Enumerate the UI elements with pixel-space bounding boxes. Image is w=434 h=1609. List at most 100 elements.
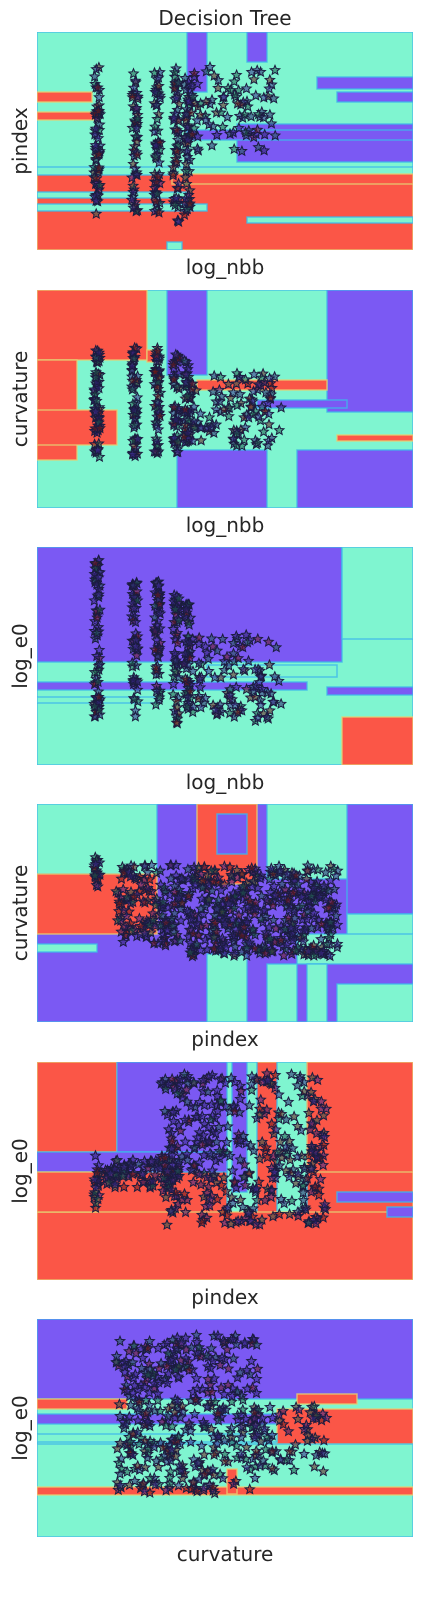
data-point-star (127, 67, 140, 79)
data-point-star (249, 89, 262, 101)
data-point-star (235, 1420, 248, 1433)
data-point-star (196, 1138, 209, 1150)
data-point-star (245, 1078, 258, 1090)
data-point-star (117, 904, 131, 916)
region-boundary (37, 1413, 413, 1425)
data-point-star (266, 1210, 279, 1222)
data-point-star (108, 1162, 121, 1175)
data-point-star (240, 942, 253, 954)
data-point-star (166, 1158, 179, 1171)
plot-area (37, 290, 413, 508)
data-point-star (139, 1461, 152, 1473)
data-point-star (166, 1149, 179, 1161)
data-point-star (317, 1465, 330, 1477)
data-point-star (172, 1479, 185, 1491)
data-point-star (253, 1459, 266, 1471)
data-point-star (250, 1386, 263, 1399)
data-point-star (188, 70, 201, 83)
data-point-star (186, 377, 199, 389)
data-point-star (215, 390, 228, 402)
data-point-star (304, 1123, 317, 1135)
data-point-star (201, 1085, 214, 1098)
data-point-star (169, 665, 182, 677)
data-point-star (265, 687, 278, 699)
data-point-star (258, 904, 271, 916)
data-point-star (214, 106, 227, 118)
data-point-star (265, 1117, 278, 1129)
data-point-star (192, 656, 205, 669)
data-point-star (251, 123, 264, 136)
subplot-6: curvature log_e0 (0, 1319, 434, 1583)
data-point-star (150, 195, 163, 207)
data-point-star (89, 1149, 102, 1161)
data-point-star (266, 1411, 279, 1424)
data-point-star (299, 1203, 312, 1215)
data-point-star (124, 1435, 137, 1448)
data-point-star (317, 1434, 330, 1446)
data-point-star (287, 1463, 300, 1476)
data-point-star (234, 1366, 247, 1378)
data-point-star (266, 899, 279, 911)
data-point-star (317, 1138, 330, 1151)
data-point-star (240, 683, 253, 695)
data-point-star (192, 692, 205, 705)
data-point-star (181, 863, 194, 875)
data-point-star (290, 869, 303, 881)
data-point-star (177, 657, 190, 670)
data-point-star (150, 98, 163, 111)
decision-region (337, 92, 413, 102)
data-point-star (130, 101, 143, 114)
data-point-star (130, 1347, 143, 1359)
x-axis-label: curvature (176, 1542, 274, 1566)
data-point-star (131, 1402, 144, 1414)
data-point-star (213, 1144, 226, 1157)
data-point-star (182, 188, 195, 201)
region-boundary (266, 963, 298, 1022)
data-point-star (179, 1205, 192, 1218)
data-point-star (126, 1168, 139, 1180)
data-point-star (231, 706, 244, 718)
data-point-star (228, 710, 241, 723)
data-point-star (331, 937, 344, 950)
data-point-star (258, 1422, 271, 1434)
data-point-star (308, 907, 321, 919)
data-point-star (247, 1144, 260, 1156)
data-point-star (167, 1114, 180, 1127)
region-boundary (37, 1319, 413, 1400)
data-point-star (238, 1336, 251, 1348)
data-point-star (168, 647, 181, 659)
data-point-star (152, 423, 165, 435)
data-point-star (261, 397, 274, 409)
data-point-star (306, 1071, 319, 1083)
data-point-star (287, 934, 300, 946)
data-point-star (204, 1378, 217, 1390)
data-point-star (143, 1398, 156, 1411)
data-point-star (241, 900, 254, 913)
data-point-star (114, 1478, 127, 1491)
decision-region (267, 964, 297, 1022)
decision-region (37, 167, 413, 175)
data-point-star (251, 1362, 264, 1375)
data-point-star (114, 1410, 127, 1422)
data-point-star (193, 673, 206, 685)
data-point-star (92, 588, 105, 600)
data-point-star (180, 165, 193, 177)
data-point-star (227, 1477, 240, 1490)
data-point-star (327, 862, 340, 875)
data-point-star (181, 1095, 194, 1107)
data-point-star (250, 1182, 263, 1194)
data-point-star (238, 433, 251, 446)
data-point-star (257, 91, 270, 103)
data-point-star (195, 868, 208, 880)
data-point-star (134, 919, 147, 932)
data-point-star (131, 391, 144, 403)
data-point-star (223, 861, 236, 873)
data-point-star (127, 201, 140, 213)
data-point-star (151, 396, 164, 409)
data-point-star (245, 65, 258, 78)
data-point-star (237, 1170, 250, 1183)
data-point-star (172, 671, 185, 683)
data-point-star (208, 69, 221, 81)
data-point-star (235, 439, 248, 452)
data-point-star (127, 890, 140, 902)
